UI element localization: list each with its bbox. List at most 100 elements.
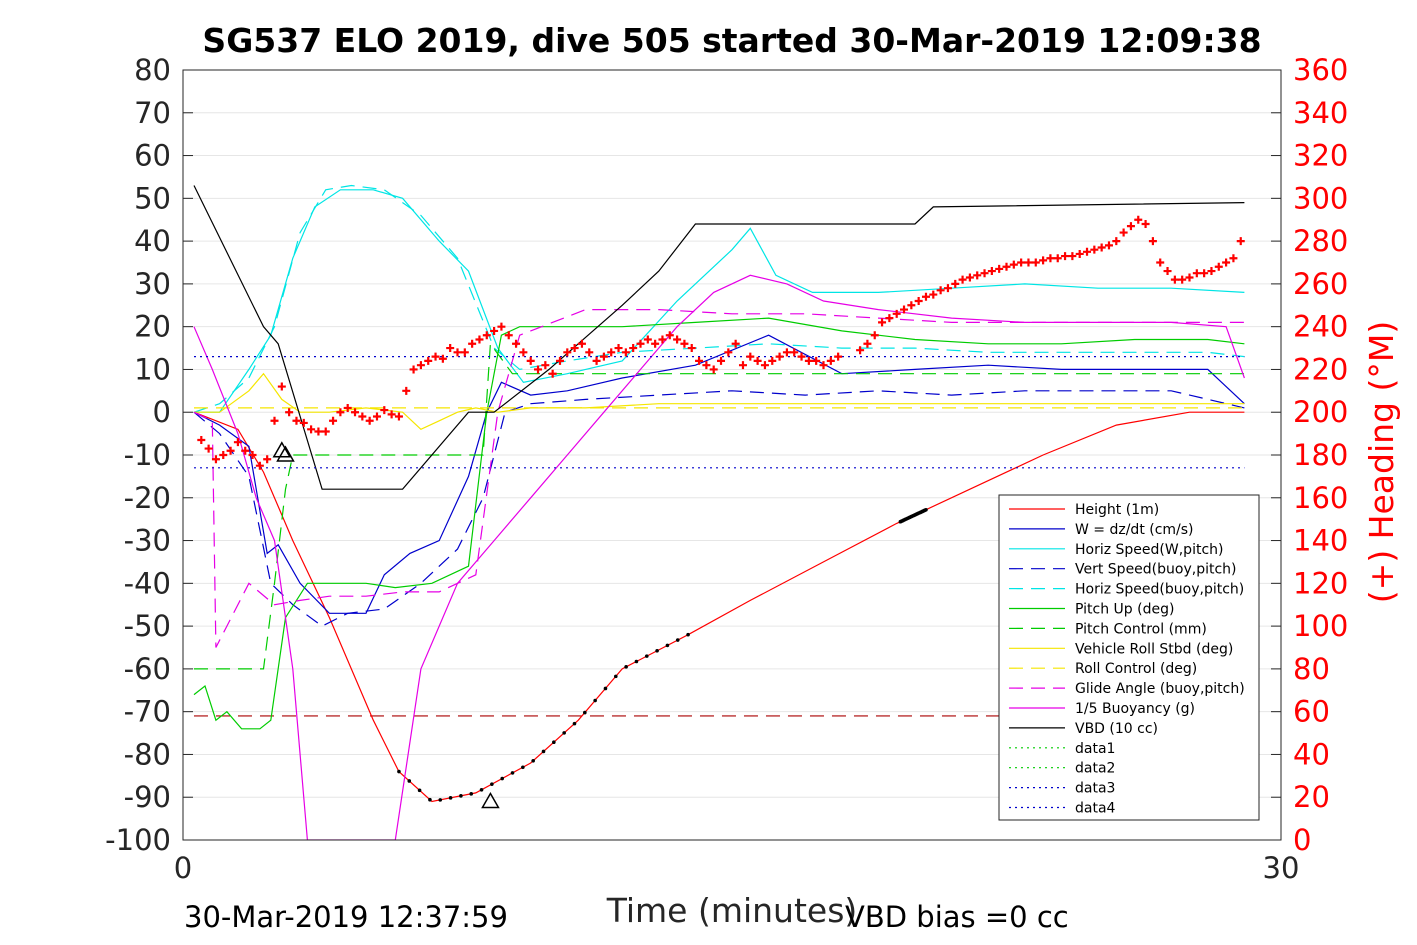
heading-point: [958, 275, 967, 284]
heading-point: [277, 382, 286, 391]
heading-point: [431, 352, 440, 361]
heading-point: [372, 412, 381, 421]
height-sample-dot: [655, 648, 659, 653]
heading-point: [943, 284, 952, 293]
y2-tick-label: 40: [1293, 737, 1330, 771]
y-tick-label: 50: [134, 181, 171, 215]
heading-point: [1207, 267, 1216, 276]
triangle-marker: [276, 445, 295, 462]
heading-point: [1119, 228, 1128, 237]
heading-point: [782, 348, 791, 357]
heading-point: [614, 344, 623, 353]
height-sample-dot: [397, 769, 401, 774]
heading-point: [695, 356, 704, 365]
heading-point: [504, 331, 513, 340]
heading-point: [233, 438, 242, 447]
heading-point: [790, 348, 799, 357]
heading-point: [314, 427, 323, 436]
heading-point: [1214, 262, 1223, 271]
heading-point: [812, 356, 821, 365]
height-sample-dot: [675, 638, 680, 642]
y2-tick-label: 80: [1293, 652, 1330, 686]
heading-point: [226, 446, 235, 455]
x-axis-label: Time (minutes): [606, 891, 858, 930]
y-tick-label: -60: [124, 652, 171, 686]
heading-point: [724, 348, 733, 357]
height-sample-dot: [500, 776, 505, 781]
height-sample-dot: [603, 686, 608, 691]
y-tick-label: -20: [124, 481, 171, 515]
y-tick-label: 60: [134, 139, 171, 173]
heading-point: [468, 339, 477, 348]
heading-point: [321, 427, 330, 436]
heading-point: [241, 446, 250, 455]
y2-tick-label: 340: [1293, 96, 1348, 130]
y-tick-label: 30: [134, 267, 171, 301]
heading-point: [1083, 247, 1092, 256]
heading-point: [211, 455, 220, 464]
heading-point: [834, 352, 843, 361]
legend-label: Horiz Speed(W,pitch): [1075, 542, 1223, 558]
legend-label: 1/5 Buoyancy (g): [1075, 701, 1195, 717]
series-line-4: [193, 184, 1245, 413]
heading-point: [490, 326, 499, 335]
y2-tick-label: 140: [1293, 524, 1348, 558]
heading-point: [343, 403, 352, 412]
height-sample-dot: [572, 721, 577, 726]
heading-point: [1053, 254, 1062, 263]
heading-point: [570, 344, 579, 353]
heading-point: [921, 292, 930, 301]
footer-vbd-bias: VBD bias =0 cc: [845, 900, 1069, 934]
heading-point: [329, 416, 338, 425]
heading-point: [1112, 237, 1121, 246]
heading-point: [746, 352, 755, 361]
heading-point: [709, 365, 718, 374]
series-line-3: [193, 390, 1245, 627]
heading-point: [219, 451, 228, 459]
heading-point: [292, 416, 301, 425]
heading-point: [965, 273, 974, 282]
heading-point: [1024, 258, 1033, 267]
height-sample-dot: [448, 796, 453, 800]
y-tick-label: -50: [124, 609, 171, 643]
heading-point: [585, 348, 594, 357]
heading-point: [197, 436, 206, 445]
y-tick-label: 0: [153, 395, 171, 429]
height-sample-dot: [634, 659, 639, 664]
heading-point: [1017, 258, 1026, 267]
y-tick-label: -80: [124, 737, 171, 771]
heading-point: [680, 339, 689, 348]
y2-tick-label: 240: [1293, 310, 1348, 344]
height-sample-dot: [479, 788, 484, 792]
chart-title: SG537 ELO 2019, dive 505 started 30-Mar-…: [202, 21, 1261, 60]
height-sample-dot: [459, 794, 463, 798]
heading-point: [1134, 215, 1143, 224]
heading-point: [702, 361, 711, 370]
triangle-marker: [481, 791, 500, 809]
height-sample-dot: [644, 654, 649, 658]
heading-point: [1090, 245, 1099, 254]
heading-point: [446, 344, 455, 353]
height-sample-dot: [469, 792, 474, 796]
heading-point: [1075, 249, 1084, 258]
heading-point: [826, 356, 835, 365]
series-line-10: [193, 274, 1245, 840]
height-sample-dot: [613, 674, 618, 679]
heading-point: [387, 410, 396, 419]
heading-point: [870, 331, 879, 340]
heading-point: [1178, 275, 1187, 284]
y2-tick-label: 200: [1293, 395, 1348, 429]
heading-point: [621, 348, 630, 357]
legend-label: Glide Angle (buoy,pitch): [1075, 681, 1245, 697]
y-tick-label: 70: [134, 96, 171, 130]
y2-tick-label: 100: [1293, 609, 1348, 643]
legend-label: VBD (10 cc): [1075, 721, 1158, 737]
height-sample-dot: [531, 758, 535, 763]
heading-point: [526, 356, 535, 365]
y2-tick-label: 160: [1293, 481, 1348, 515]
heading-point: [599, 352, 608, 361]
height-sample-dot: [510, 771, 515, 775]
y-tick-label: 10: [134, 352, 171, 386]
heading-point: [380, 406, 389, 415]
series-line-11: [193, 185, 1245, 490]
